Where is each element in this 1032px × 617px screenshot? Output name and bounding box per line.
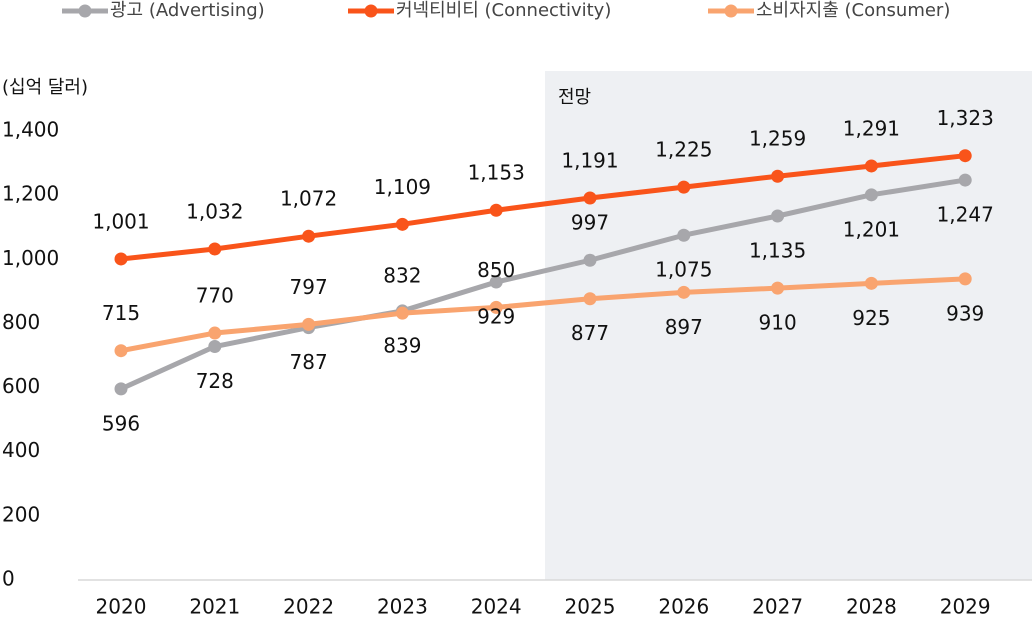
- point: [208, 326, 222, 340]
- data-label: 1,201: [843, 217, 900, 241]
- data-label: 997: [571, 211, 609, 235]
- annotation: 전망: [558, 87, 591, 108]
- legend-label: 광고 (Advertising): [110, 0, 265, 21]
- legend-marker: [364, 4, 378, 18]
- x-tick-label: 2026: [658, 595, 709, 617]
- x-tick-label: 2020: [96, 595, 147, 617]
- data-label: 897: [665, 315, 703, 339]
- point: [864, 276, 878, 290]
- point: [677, 180, 691, 194]
- series-line: [120, 153, 966, 262]
- x-tick-label: 2023: [377, 595, 428, 617]
- x-tick-label: 2021: [189, 595, 240, 617]
- y-tick-label: 400: [2, 438, 40, 462]
- point: [208, 242, 222, 256]
- point: [958, 149, 972, 163]
- point: [302, 317, 316, 331]
- point: [114, 382, 128, 396]
- data-label: 715: [102, 301, 140, 325]
- point: [489, 275, 503, 289]
- data-label: 910: [759, 311, 797, 335]
- point: [771, 281, 785, 295]
- point: [489, 300, 503, 314]
- legend-marker: [724, 4, 738, 18]
- point: [864, 159, 878, 173]
- point: [114, 252, 128, 266]
- point: [958, 173, 972, 187]
- data-label: 877: [571, 321, 609, 345]
- point: [302, 229, 316, 243]
- data-label: 1,153: [468, 161, 525, 185]
- data-label: 939: [946, 301, 984, 325]
- x-tick-label: 2028: [846, 595, 897, 617]
- point: [771, 169, 785, 183]
- point: [208, 340, 222, 354]
- point: [771, 209, 785, 223]
- point: [114, 344, 128, 358]
- data-label: 797: [290, 275, 328, 299]
- x-tick-label: 2027: [752, 595, 803, 617]
- data-label: 839: [383, 333, 421, 357]
- data-label: 1,032: [186, 200, 243, 224]
- x-tick-label: 2029: [940, 595, 991, 617]
- data-label: 1,259: [749, 127, 806, 151]
- point: [958, 272, 972, 286]
- point: [395, 217, 409, 231]
- x-tick-label: 2022: [283, 595, 334, 617]
- point: [864, 188, 878, 202]
- y-tick-label: 0: [2, 567, 15, 591]
- point: [583, 292, 597, 306]
- data-label: 929: [477, 305, 515, 329]
- point: [677, 285, 691, 299]
- y-tick-label: 1,200: [2, 182, 59, 206]
- data-label: 1,072: [280, 187, 337, 211]
- data-label: 1,225: [655, 138, 712, 162]
- series-line: [119, 177, 966, 392]
- data-label: 850: [477, 258, 515, 282]
- data-label: 1,135: [749, 238, 806, 262]
- data-label: 728: [196, 369, 234, 393]
- x-tick-label: 2025: [565, 595, 616, 617]
- data-label: 596: [102, 411, 140, 435]
- data-label: 1,247: [937, 203, 994, 227]
- y-tick-label: 200: [2, 502, 40, 526]
- legend-marker: [78, 4, 92, 18]
- data-label: 1,109: [374, 175, 431, 199]
- data-label: 1,291: [843, 116, 900, 140]
- data-label: 925: [852, 306, 890, 330]
- y-tick-label: 1,000: [2, 246, 59, 270]
- data-label: 1,075: [655, 258, 712, 282]
- legend-label: 소비자지출 (Consumer): [756, 0, 950, 21]
- y-axis-label: (십억 달러): [2, 77, 88, 98]
- point: [489, 203, 503, 217]
- data-label: 770: [196, 284, 234, 308]
- y-tick-label: 800: [2, 310, 40, 334]
- data-label: 787: [290, 350, 328, 374]
- point: [677, 228, 691, 242]
- legend-label: 커넥티비티 (Connectivity): [396, 0, 611, 21]
- y-tick-label: 600: [2, 374, 40, 398]
- data-label: 1,191: [561, 149, 618, 173]
- data-label: 832: [383, 264, 421, 288]
- y-tick-label: 1,400: [2, 118, 59, 142]
- point: [583, 191, 597, 205]
- series-line: [120, 276, 966, 354]
- point: [583, 253, 597, 267]
- x-tick-label: 2024: [471, 595, 522, 617]
- point: [395, 306, 409, 320]
- data-label: 1,001: [92, 209, 149, 233]
- data-label: 1,323: [937, 106, 994, 130]
